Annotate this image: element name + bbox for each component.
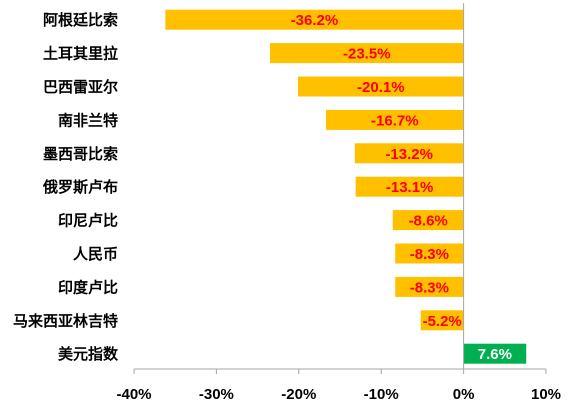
bar-3 xyxy=(325,109,464,130)
value-label-5: -13.1% xyxy=(386,179,434,196)
bar-6 xyxy=(392,210,464,231)
bar-9 xyxy=(420,310,464,331)
value-label-0: -36.2% xyxy=(291,12,339,29)
value-label-8: -8.3% xyxy=(410,279,449,296)
bar-0 xyxy=(165,9,464,30)
category-label-2: 巴西雷亚尔 xyxy=(43,78,118,96)
bar-4 xyxy=(354,143,464,164)
x-tick-label-0: -40% xyxy=(116,386,151,403)
bar-7 xyxy=(395,243,464,264)
value-label-7: -8.3% xyxy=(410,246,449,263)
x-axis: -40% -30% -20% -10% 0% 10% xyxy=(116,3,561,403)
category-label-9: 马来西亚林吉特 xyxy=(13,312,118,330)
x-tick-label-5: 10% xyxy=(531,386,561,403)
value-label-6: -8.6% xyxy=(409,213,448,230)
x-tick-label-2: -20% xyxy=(281,386,316,403)
bar-5 xyxy=(355,176,464,197)
category-label-1: 土耳其里拉 xyxy=(43,45,118,63)
x-tick-label-3: -10% xyxy=(364,386,399,403)
value-label-4: -13.2% xyxy=(385,146,433,163)
category-label-0: 阿根廷比索 xyxy=(43,11,118,29)
category-label-3: 南非兰特 xyxy=(58,111,118,129)
value-labels: -36.2%-23.5% -20.1% -16.7% -13.2% -13.1% -8.6… xyxy=(291,12,512,363)
value-label-3: -16.7% xyxy=(371,112,419,129)
bar-8 xyxy=(395,276,464,297)
category-label-8: 印度卢比 xyxy=(58,278,118,296)
category-label-6: 印尼卢比 xyxy=(58,212,118,230)
value-label-2: -20.1% xyxy=(357,79,405,96)
category-label-7: 人民币 xyxy=(73,245,118,263)
category-labels: 阿根廷比索土耳其里拉巴西雷亚尔南非兰特墨西哥比索俄罗斯卢布印尼卢比人民币印度卢比… xyxy=(13,11,119,363)
x-tick-label-1: -30% xyxy=(199,386,234,403)
category-label-5: 俄罗斯卢布 xyxy=(42,178,118,196)
category-label-10: 美元指数 xyxy=(58,345,119,363)
value-label-9: -5.2% xyxy=(423,313,462,330)
bar-10 xyxy=(463,343,527,364)
value-label-1: -23.5% xyxy=(343,46,391,63)
value-label-10: 7.6% xyxy=(478,346,512,363)
bar-1 xyxy=(269,43,464,64)
bars-group xyxy=(165,9,527,364)
bar-2 xyxy=(297,76,464,97)
x-tick-label-4: 0% xyxy=(453,386,475,403)
category-label-4: 墨西哥比索 xyxy=(43,145,118,163)
